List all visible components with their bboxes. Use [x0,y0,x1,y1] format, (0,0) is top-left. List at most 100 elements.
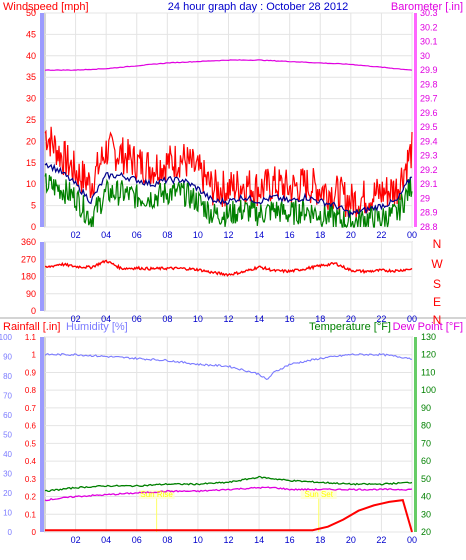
rain-y-tick: 0.3 [25,475,37,484]
direction-x-tick: 16 [285,314,295,324]
humidity-y-tick: 20 [3,489,12,498]
wind-x-tick: 10 [193,230,203,240]
rain-x-tick: 14 [254,535,264,545]
humidity-y-tick: 90 [3,353,12,362]
humidity-y-tick: 10 [3,509,12,518]
barometer-y-tick: 29.4 [420,136,438,146]
barometer-y-tick: 28.8 [420,222,438,232]
barometer-line [44,59,413,71]
humidity-label: Humidity [%] [66,321,128,333]
direction-x-tick: 08 [162,314,172,324]
humidity-y-tick: 50 [3,431,12,440]
temperature-y-tick: 60 [421,456,431,466]
wind-x-tick: 06 [132,230,142,240]
wind-y-tick: 50 [26,8,36,18]
temperature-y-tick: 50 [421,474,431,484]
page-title: 24 hour graph day : October 28 2012 [168,1,348,13]
rain-y-tick: 0.5 [25,439,37,448]
rain-y-tick: 0.6 [25,422,37,431]
wind-x-tick: 14 [254,230,264,240]
compass-letter: N [433,313,442,327]
wind-y-tick: 25 [26,115,36,125]
sun-event-label: Sun Set [304,490,333,499]
direction-x-tick: 14 [254,314,264,324]
barometer-label: Barometer [.in] [391,1,463,13]
temperature-label: Temperature [°F] [309,321,391,333]
temperature-y-tick: 120 [421,350,436,360]
humidity-line [44,352,413,381]
rainfall-line [45,498,413,533]
compass-letter: W [431,257,443,271]
temperature-y-tick: 20 [421,527,431,537]
wind-panel-frame-left-rail [40,13,44,227]
rain-y-tick: 0 [32,528,37,537]
wind-x-tick: 04 [101,230,111,240]
temperature-y-tick: 30 [421,509,431,519]
barometer-y-tick: 29.6 [420,108,438,118]
direction-y-tick: 270 [21,254,36,264]
rain-y-tick: 1 [32,351,37,360]
compass-letter: S [433,277,441,291]
barometer-y-tick: 30.2 [420,22,438,32]
humidity-y-tick: 0 [8,528,13,537]
direction-y-tick: 180 [21,272,36,282]
wind-y-tick: 0 [31,222,36,232]
wind-y-tick: 30 [26,94,36,104]
rain-x-tick: 10 [193,535,203,545]
direction-x-tick: 22 [376,314,386,324]
wind-gust-line [44,126,413,219]
rain-y-tick: 0.9 [25,368,37,377]
wind-y-tick: 45 [26,29,36,39]
sun-event-label: Sun Rise [140,490,173,499]
temperature-y-tick: 70 [421,438,431,448]
wind-y-tick: 10 [26,179,36,189]
wind-y-tick: 40 [26,51,36,61]
direction-x-tick: 12 [223,314,233,324]
direction-y-tick: 360 [21,237,36,247]
temperature-y-tick: 80 [421,421,431,431]
temperature-y-tick: 130 [421,332,436,342]
humidity-y-tick: 80 [3,372,12,381]
compass-letter: N [433,237,442,251]
wind-x-tick: 20 [346,230,356,240]
sun-event-box [138,490,175,499]
barometer-y-tick: 28.9 [420,208,438,218]
wind-x-tick: 18 [315,230,325,240]
rain-panel-frame-left-rail [40,337,44,532]
rain-x-tick: 12 [223,535,233,545]
direction-x-tick: 06 [132,314,142,324]
rain-x-tick: 00 [407,535,417,545]
direction-x-tick: 00 [407,314,417,324]
wind-direction-line [44,259,413,277]
humidity-y-tick: 100 [0,333,13,342]
wind-x-tick: 12 [223,230,233,240]
temperature-y-tick: 90 [421,403,431,413]
rain-x-tick: 18 [315,535,325,545]
wind-average-line [44,162,413,219]
direction-x-tick: 18 [315,314,325,324]
rain-x-tick: 20 [346,535,356,545]
barometer-y-tick: 30 [420,51,430,61]
direction-x-tick: 02 [71,314,81,324]
rain-x-tick: 06 [132,535,142,545]
barometer-y-tick: 29 [420,193,430,203]
compass-letter: E [433,295,441,309]
rain-y-tick: 0.7 [25,404,37,413]
rain-x-tick: 16 [285,535,295,545]
barometer-right-rail [414,13,417,227]
direction-x-tick: 04 [101,314,111,324]
rain-y-tick: 0.1 [25,510,37,519]
barometer-y-tick: 30.3 [420,8,438,18]
wind-speed-line [44,173,413,229]
temperature-y-tick: 110 [421,367,435,377]
barometer-y-tick: 29.5 [420,122,438,132]
direction-y-tick: 0 [31,306,36,316]
barometer-y-tick: 29.7 [420,94,438,104]
barometer-y-tick: 29.2 [420,165,438,175]
wind-y-tick: 15 [26,158,36,168]
rainfall-label: Rainfall [.in] [3,321,60,333]
direction-x-tick: 20 [346,314,356,324]
rain-y-tick: 0.2 [25,493,37,502]
